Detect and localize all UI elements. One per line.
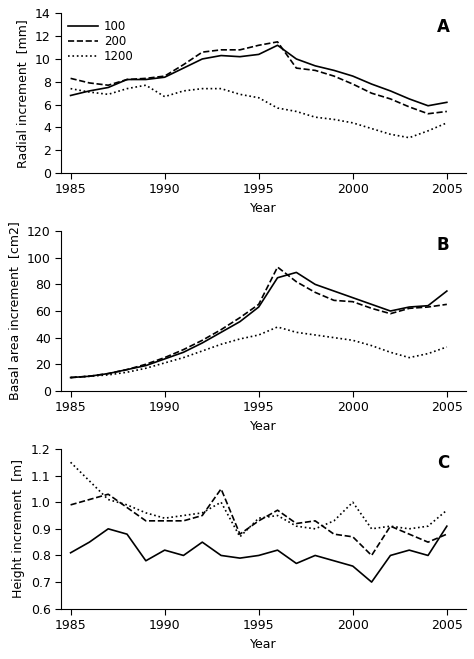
1200 [181, 87, 186, 95]
200 [369, 89, 374, 97]
200 [162, 72, 167, 80]
1200 [388, 130, 393, 138]
1200 [237, 90, 243, 98]
1200 [406, 134, 412, 142]
1200 [68, 84, 73, 92]
100 [87, 87, 92, 95]
200 [181, 61, 186, 69]
Y-axis label: Height increment  [m]: Height increment [m] [12, 459, 25, 598]
100 [406, 95, 412, 103]
200 [312, 67, 318, 74]
1200 [124, 84, 130, 92]
200 [275, 38, 281, 46]
100 [331, 67, 337, 74]
100 [256, 51, 262, 59]
100 [218, 51, 224, 59]
1200 [312, 113, 318, 121]
200 [124, 76, 130, 84]
200 [444, 107, 450, 115]
200 [68, 74, 73, 82]
1200 [256, 94, 262, 101]
200 [388, 95, 393, 103]
Line: 1200: 1200 [71, 85, 447, 138]
1200 [87, 88, 92, 96]
Y-axis label: Radial increment  [mm]: Radial increment [mm] [16, 19, 29, 167]
100 [237, 53, 243, 61]
100 [444, 98, 450, 106]
1200 [143, 81, 149, 89]
X-axis label: Year: Year [250, 638, 277, 650]
100 [143, 76, 149, 84]
100 [275, 42, 281, 49]
200 [256, 42, 262, 49]
Y-axis label: Basal area increment  [cm2]: Basal area increment [cm2] [9, 221, 21, 401]
100 [162, 73, 167, 81]
1200 [369, 125, 374, 132]
100 [388, 87, 393, 95]
200 [350, 80, 356, 88]
1200 [105, 90, 111, 98]
100 [369, 80, 374, 88]
100 [181, 64, 186, 72]
1200 [200, 84, 205, 92]
X-axis label: Year: Year [250, 420, 277, 433]
200 [237, 46, 243, 54]
200 [331, 72, 337, 80]
200 [293, 64, 299, 72]
100 [425, 101, 431, 109]
1200 [425, 127, 431, 135]
1200 [331, 115, 337, 123]
Text: A: A [437, 18, 449, 36]
Line: 100: 100 [71, 45, 447, 105]
100 [293, 55, 299, 63]
X-axis label: Year: Year [250, 202, 277, 215]
100 [68, 92, 73, 100]
100 [350, 72, 356, 80]
100 [312, 62, 318, 70]
Text: B: B [437, 236, 449, 254]
200 [406, 103, 412, 111]
200 [143, 74, 149, 82]
1200 [293, 107, 299, 115]
1200 [218, 84, 224, 92]
Line: 200: 200 [71, 42, 447, 114]
200 [105, 81, 111, 89]
200 [87, 79, 92, 87]
1200 [350, 119, 356, 127]
100 [105, 84, 111, 92]
100 [200, 55, 205, 63]
1200 [162, 93, 167, 101]
200 [425, 110, 431, 118]
200 [200, 48, 205, 56]
100 [124, 76, 130, 84]
1200 [275, 104, 281, 112]
1200 [444, 119, 450, 127]
Legend: 100, 200, 1200: 100, 200, 1200 [67, 19, 135, 64]
200 [218, 46, 224, 54]
Text: C: C [437, 454, 449, 472]
